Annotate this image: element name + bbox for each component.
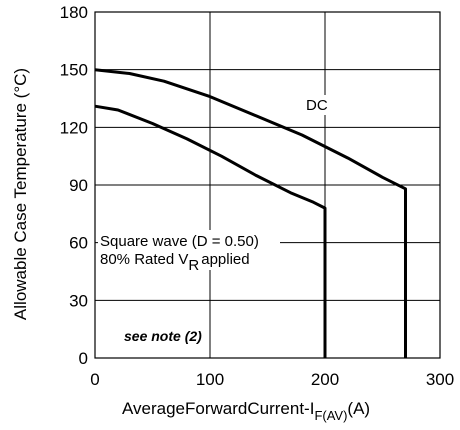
- y-tick-120: 120: [60, 118, 88, 137]
- x-axis-label-main: AverageForwardCurrent-I: [122, 399, 314, 418]
- grid: [95, 12, 440, 358]
- x-axis-label-unit: (A): [347, 399, 370, 418]
- see-note-label: see note (2): [124, 328, 202, 344]
- plot-border: [94, 11, 441, 359]
- rated-voltage-pre: 80% Rated V: [100, 251, 188, 268]
- rated-voltage-post: applied: [201, 251, 249, 268]
- y-axis-label: Allowable Case Temperature (°C): [11, 68, 30, 320]
- x-tick-100: 100: [196, 370, 224, 389]
- plot-frame: [94, 11, 441, 359]
- series-line-dc: [94, 68, 407, 358]
- dc-label-bg: [302, 95, 332, 115]
- rated-voltage-label: 80% Rated VR applied: [100, 251, 250, 274]
- y-tick-60: 60: [69, 234, 88, 253]
- rated-voltage-sub: R: [188, 257, 199, 274]
- square-wave-bg: [98, 230, 280, 270]
- series-layer: [94, 68, 407, 358]
- square-wave-label: Square wave (D = 0.50): [100, 233, 259, 250]
- dc-label: DC: [306, 97, 328, 114]
- y-tick-150: 150: [60, 61, 88, 80]
- y-tick-labels: 0 30 60 90 120 150 180: [60, 3, 88, 368]
- y-tick-30: 30: [69, 291, 88, 310]
- y-tick-90: 90: [69, 176, 88, 195]
- x-tick-labels: 0 100 200 300: [90, 370, 454, 389]
- x-axis-label-sub: F(AV): [314, 408, 347, 423]
- y-tick-180: 180: [60, 3, 88, 22]
- series-line-square-wave: [94, 104, 327, 358]
- x-axis-label: AverageForwardCurrent-IF(AV)(A): [122, 399, 370, 423]
- x-tick-300: 300: [426, 370, 454, 389]
- y-tick-0: 0: [79, 349, 88, 368]
- x-tick-0: 0: [90, 370, 99, 389]
- x-tick-200: 200: [311, 370, 339, 389]
